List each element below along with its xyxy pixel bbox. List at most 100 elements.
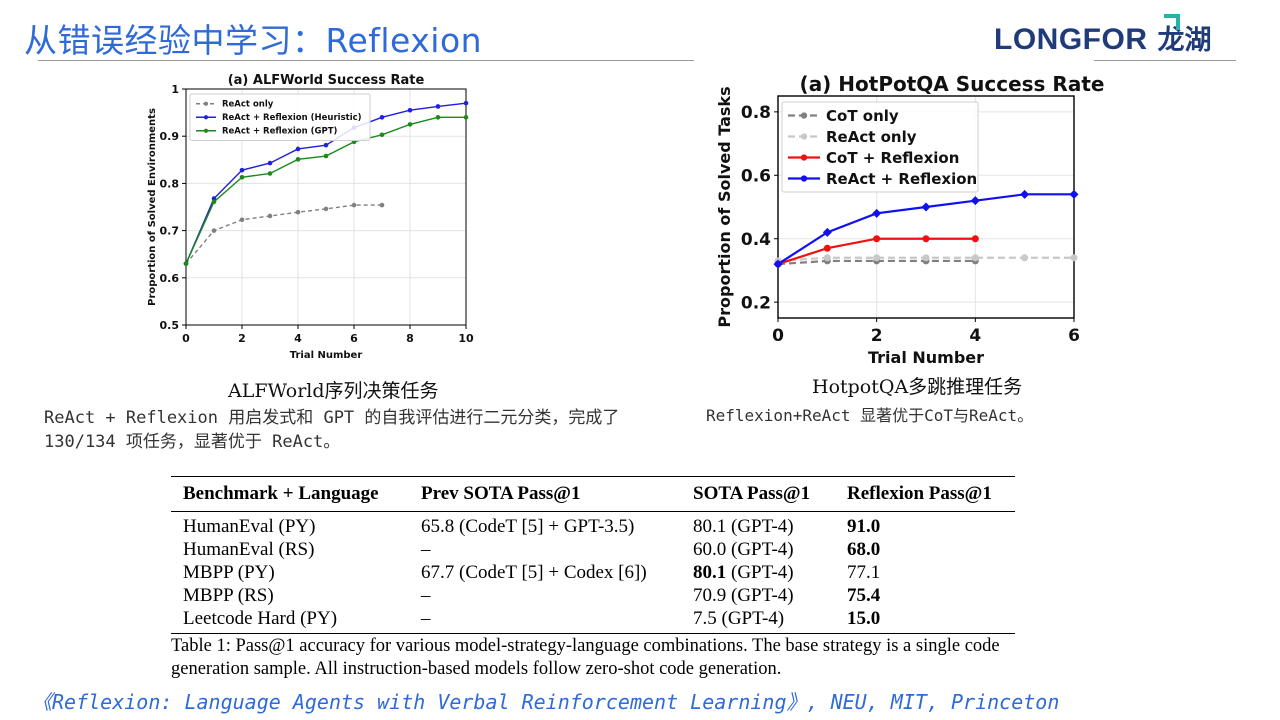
alfworld-chart: 0 2 4 6 8 10 0.5 0.6 0.7 0.8 0.9 1 (a) ALFWorld Succ… (147, 73, 474, 361)
data-point (323, 206, 329, 212)
table-cell: HumanEval (RS) (183, 539, 315, 561)
table-row: HumanEval (RS) –60.0 (GPT-4) 68.0 (171, 539, 1015, 562)
table-cell-sota: 70.9 (GPT-4) (693, 585, 847, 607)
legend-marker (203, 101, 209, 106)
legend-box (189, 93, 371, 141)
legend-box (781, 101, 979, 193)
y-tick-label: 0.8 (741, 103, 771, 123)
alfworld-caption-desc: ReAct + Reflexion 用启发式和 GPT 的自我评估进行二元分类，… (44, 408, 620, 452)
hotpotqa-chart: 0 2 4 6 0.2 0.4 0.6 0.8 (a) HotPotQA Success Rat… (715, 72, 1104, 367)
x-axis-label: Trial Number (290, 350, 363, 361)
table-header-cell: Reflexion Pass@1 (847, 483, 992, 504)
table-row: HumanEval (PY) 65.8 (CodeT [5] + GPT-3.5)… (171, 516, 1015, 539)
table-cell-reflexion: 77.1 (847, 561, 881, 583)
x-tick-label: 8 (406, 332, 414, 345)
x-tick-label: 6 (1068, 326, 1080, 346)
data-point (267, 213, 273, 219)
legend-label: CoT + Reflexion (826, 149, 959, 167)
legend-marker (203, 128, 209, 133)
table-header-cell: Benchmark + Language (183, 483, 379, 504)
y-tick-label: 0.2 (741, 293, 771, 313)
data-point (323, 142, 329, 148)
table-cell: HumanEval (PY) (183, 516, 316, 538)
sota-value: 70.9 (693, 584, 727, 606)
chart-title: (a) ALFWorld Success Rate (228, 73, 425, 88)
data-point (921, 202, 931, 212)
y-tick-label: 0.8 (160, 177, 180, 190)
legend-label: ReAct only (222, 100, 274, 110)
y-tick-label: 0.7 (160, 225, 180, 238)
data-point (971, 254, 979, 262)
series-line (185, 204, 382, 265)
data-point (1021, 254, 1029, 262)
hotpotqa-caption-title: HotpotQA多跳推理任务 (812, 376, 1023, 398)
data-point (295, 157, 301, 162)
table-cell: – (421, 607, 431, 629)
data-point (1020, 189, 1030, 199)
legend-marker (800, 133, 808, 140)
data-point (463, 115, 469, 120)
x-tick-label: 2 (871, 326, 883, 346)
data-point (922, 254, 930, 262)
x-tick-label: 10 (458, 332, 474, 345)
data-point (435, 115, 441, 120)
table-cell-sota: 80.1 (GPT-4) (693, 562, 847, 584)
table-row: MBPP (RS) –70.9 (GPT-4) 75.4 (171, 584, 1015, 607)
table-cell: 65.8 (CodeT [5] + GPT-3.5) (421, 516, 635, 538)
legend-marker (800, 175, 808, 182)
legend-marker (203, 115, 209, 120)
data-point (823, 244, 831, 252)
sota-model: (GPT-4) (726, 561, 794, 583)
table-row: Leetcode Hard (PY) –7.5 (GPT-4) 15.0 (171, 607, 1015, 630)
table-cell-reflexion: 75.4 (847, 584, 881, 606)
sota-value: 7.5 (693, 607, 717, 629)
sota-model: (GPT-4) (726, 584, 794, 606)
x-tick-label: 0 (182, 332, 190, 345)
sota-model: (GPT-4) (726, 539, 794, 561)
y-axis-label: Proportion of Solved Tasks (715, 86, 734, 327)
table-cell-reflexion: 91.0 (847, 516, 881, 538)
data-point (873, 254, 881, 262)
data-point (463, 100, 469, 106)
table-cell-sota: 7.5 (GPT-4) (693, 608, 847, 630)
table-cell: MBPP (RS) (183, 584, 274, 606)
y-tick-label: 0.6 (741, 166, 771, 186)
x-tick-label: 2 (238, 332, 246, 345)
results-table: Benchmark + Language Prev SOTA Pass@1 SO… (171, 476, 1015, 681)
plot-frame (185, 88, 467, 326)
data-point (267, 160, 273, 166)
table-row: MBPP (PY) 67.7 (CodeT [5] + Codex [6]) 80.… (171, 562, 1015, 585)
table-header-cell: Prev SOTA Pass@1 (421, 483, 581, 504)
data-point (379, 132, 385, 138)
longfor-logo: LONGFOR 龙湖 (994, 14, 1212, 57)
table-cell-sota: 60.0 (GPT-4) (693, 539, 847, 561)
sota-model: (GPT-4) (726, 516, 794, 538)
table-cell: MBPP (PY) (183, 561, 275, 583)
table-header-row: Benchmark + Language Prev SOTA Pass@1 SO… (171, 477, 1015, 512)
slide-title: 从错误经验中学习：Reflexion (24, 21, 483, 60)
data-point (407, 122, 413, 127)
data-point (379, 202, 385, 208)
data-point (873, 235, 881, 243)
legend-label: CoT only (826, 107, 899, 125)
data-point (239, 174, 245, 180)
y-tick-label: 0.6 (160, 272, 180, 285)
sota-value: 60.0 (693, 539, 727, 561)
data-point (922, 235, 930, 243)
data-point (295, 209, 301, 215)
legend-marker (800, 154, 808, 161)
data-point (435, 104, 441, 109)
legend-label: ReAct + Reflexion (Heuristic) (222, 113, 362, 123)
data-point (1069, 189, 1079, 199)
y-tick-label: 0.9 (160, 130, 180, 143)
plot-frame (777, 95, 1075, 319)
data-point (773, 259, 783, 269)
logo-divider (1094, 60, 1236, 61)
data-point (267, 171, 273, 176)
data-point (971, 235, 979, 243)
x-tick-label: 6 (350, 332, 358, 345)
y-tick-label: 0.4 (741, 230, 771, 250)
sota-value: 80.1 (693, 561, 727, 583)
legend-label: ReAct + Reflexion (GPT) (222, 127, 338, 137)
sota-value: 80.1 (693, 516, 727, 538)
